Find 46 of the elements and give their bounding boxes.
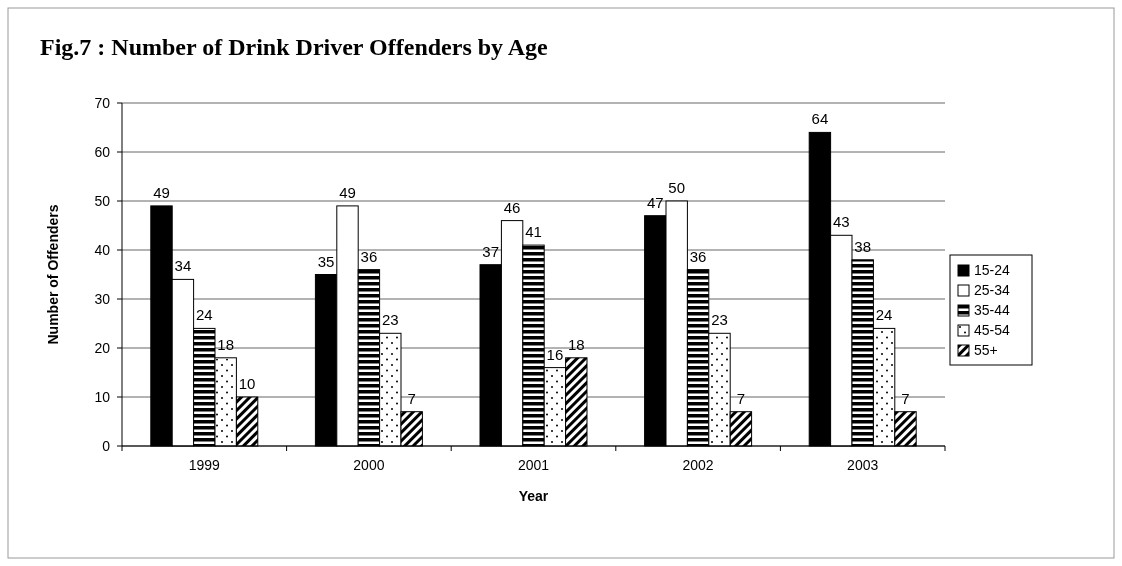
data-label: 36 (689, 247, 707, 265)
data-label: 23 (711, 311, 728, 329)
data-label: 41 (525, 223, 542, 241)
y-tick-label: 20 (94, 339, 111, 356)
y-tick-label: 50 (94, 192, 111, 209)
data-label: 38 (854, 237, 872, 255)
data-label: 18 (567, 335, 585, 353)
data-label: 64 (811, 110, 829, 128)
data-label: 16 (546, 345, 564, 363)
x-tick-label: 1999 (188, 457, 221, 473)
data-label: 36 (360, 247, 378, 265)
y-tick-label: 60 (94, 143, 111, 160)
y-tick-label: 30 (94, 290, 111, 307)
x-tick-label: 2003 (847, 457, 879, 473)
data-label: 34 (174, 257, 192, 275)
x-tick-label: 2001 (517, 457, 550, 473)
legend-label: 35-44 (974, 302, 1011, 318)
x-axis-title: Year (518, 488, 549, 504)
x-tick-label: 2002 (682, 457, 714, 473)
x-tick-label: 2000 (353, 457, 385, 473)
legend-label: 25-34 (974, 282, 1011, 298)
y-tick-label: 40 (94, 241, 111, 258)
chart-title: Fig.7 : Number of Drink Driver Offenders by Age (40, 34, 549, 60)
data-label: 47 (646, 193, 664, 211)
data-label: 18 (217, 335, 235, 353)
legend-label: 45-54 (974, 322, 1011, 338)
data-label: 37 (482, 242, 500, 260)
data-label: 49 (339, 183, 356, 201)
data-label: 7 (901, 389, 910, 407)
y-tick-label: 0 (102, 437, 111, 454)
data-label: 35 (317, 252, 335, 270)
legend-label: 15-24 (974, 262, 1011, 278)
data-label: 7 (736, 389, 746, 407)
data-label: 50 (668, 179, 686, 196)
data-label: 46 (503, 198, 521, 216)
y-tick-label: 10 (94, 388, 111, 405)
data-label: 43 (832, 213, 850, 231)
data-label: 7 (407, 389, 416, 407)
data-label: 24 (875, 306, 893, 324)
y-axis-title: Number of Offenders (45, 204, 61, 345)
legend-label: 55+ (974, 342, 998, 358)
data-label: 24 (195, 306, 213, 324)
data-label: 10 (238, 375, 256, 392)
data-label: 49 (153, 183, 170, 201)
y-tick-label: 70 (94, 94, 111, 111)
data-label: 23 (381, 311, 399, 329)
